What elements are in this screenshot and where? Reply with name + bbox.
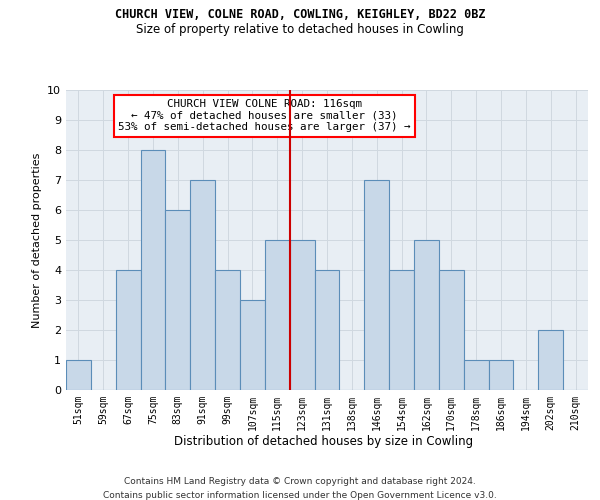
Bar [314, 270, 340, 390]
Bar [265, 240, 290, 390]
Bar [488, 360, 514, 390]
Bar [166, 210, 190, 390]
Text: Size of property relative to detached houses in Cowling: Size of property relative to detached ho… [136, 22, 464, 36]
Bar [389, 270, 414, 390]
Bar [464, 360, 488, 390]
Bar [140, 150, 166, 390]
Bar [66, 360, 91, 390]
Text: CHURCH VIEW COLNE ROAD: 116sqm
← 47% of detached houses are smaller (33)
53% of : CHURCH VIEW COLNE ROAD: 116sqm ← 47% of … [118, 99, 410, 132]
Text: Contains HM Land Registry data © Crown copyright and database right 2024.: Contains HM Land Registry data © Crown c… [124, 478, 476, 486]
Bar [439, 270, 464, 390]
Bar [215, 270, 240, 390]
Bar [290, 240, 314, 390]
Bar [240, 300, 265, 390]
Text: Contains public sector information licensed under the Open Government Licence v3: Contains public sector information licen… [103, 491, 497, 500]
Bar [190, 180, 215, 390]
Bar [116, 270, 140, 390]
Text: Distribution of detached houses by size in Cowling: Distribution of detached houses by size … [175, 435, 473, 448]
Bar [414, 240, 439, 390]
Text: CHURCH VIEW, COLNE ROAD, COWLING, KEIGHLEY, BD22 0BZ: CHURCH VIEW, COLNE ROAD, COWLING, KEIGHL… [115, 8, 485, 20]
Bar [538, 330, 563, 390]
Y-axis label: Number of detached properties: Number of detached properties [32, 152, 41, 328]
Bar [364, 180, 389, 390]
